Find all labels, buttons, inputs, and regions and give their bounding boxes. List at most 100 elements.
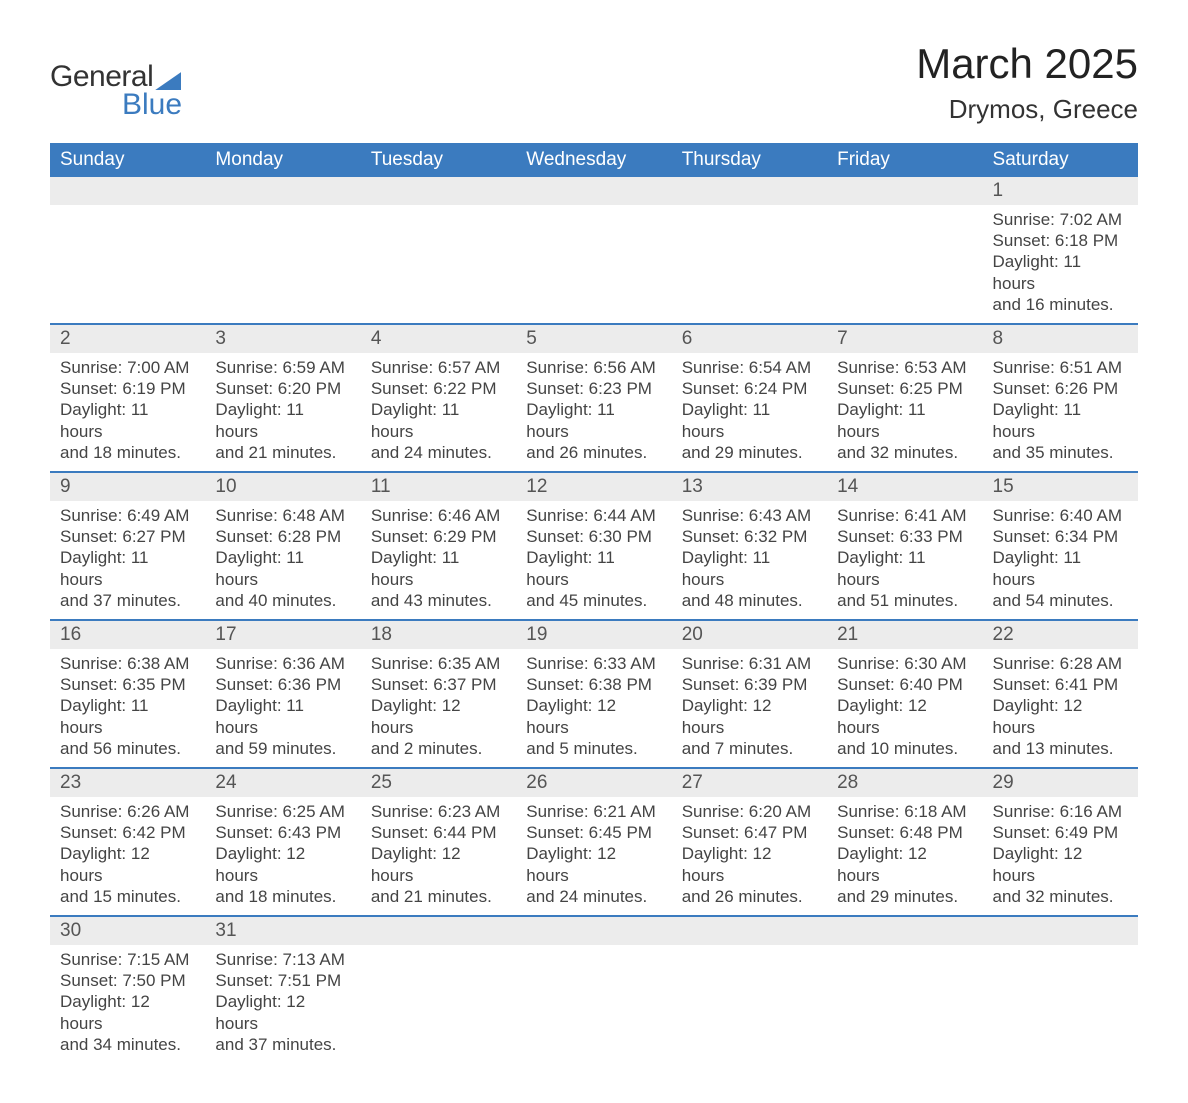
day-number-cell: 16	[50, 620, 205, 649]
day-number: 3	[215, 328, 226, 349]
day-info-cell: Sunrise: 6:31 AMSunset: 6:39 PMDaylight:…	[672, 649, 827, 768]
day-number-cell: 2	[50, 324, 205, 353]
sunset-text: Sunset: 6:28 PM	[215, 526, 350, 547]
day-number-row: 2345678	[50, 324, 1138, 353]
daylight-text: Daylight: 12 hours	[993, 843, 1128, 886]
sunrise-text: Sunrise: 6:28 AM	[993, 653, 1128, 674]
day-info-cell: Sunrise: 6:49 AMSunset: 6:27 PMDaylight:…	[50, 501, 205, 620]
daylight-text: and 54 minutes.	[993, 590, 1128, 611]
day-number-cell	[672, 916, 827, 945]
day-number: 24	[215, 772, 236, 793]
daylight-text: Daylight: 12 hours	[371, 695, 506, 738]
day-number-cell: 28	[827, 768, 982, 797]
day-number-cell	[672, 177, 827, 205]
daylight-text: Daylight: 12 hours	[837, 843, 972, 886]
sunset-text: Sunset: 6:29 PM	[371, 526, 506, 547]
day-info-cell: Sunrise: 6:36 AMSunset: 6:36 PMDaylight:…	[205, 649, 360, 768]
day-number-cell: 15	[983, 472, 1138, 501]
sunrise-text: Sunrise: 6:33 AM	[526, 653, 661, 674]
sunrise-text: Sunrise: 6:49 AM	[60, 505, 195, 526]
sunrise-text: Sunrise: 6:56 AM	[526, 357, 661, 378]
day-info-cell	[361, 205, 516, 324]
daylight-text: and 26 minutes.	[682, 886, 817, 907]
daylight-text: Daylight: 11 hours	[215, 399, 350, 442]
sunset-text: Sunset: 6:49 PM	[993, 822, 1128, 843]
day-number-cell: 19	[516, 620, 671, 649]
day-number-row: 30 31	[50, 916, 1138, 945]
day-number-cell: 23	[50, 768, 205, 797]
day-number-cell: 10	[205, 472, 360, 501]
sunset-text: Sunset: 6:25 PM	[837, 378, 972, 399]
day-number-cell: 5	[516, 324, 671, 353]
weekday-header: Monday	[205, 143, 360, 177]
day-number-cell: 24	[205, 768, 360, 797]
day-number-cell	[827, 177, 982, 205]
daylight-text: and 32 minutes.	[993, 886, 1128, 907]
sunset-text: Sunset: 7:51 PM	[215, 970, 350, 991]
day-info-cell	[672, 205, 827, 324]
sunset-text: Sunset: 6:42 PM	[60, 822, 195, 843]
weekday-header: Thursday	[672, 143, 827, 177]
daylight-text: Daylight: 12 hours	[526, 695, 661, 738]
day-info-row: Sunrise: 6:49 AMSunset: 6:27 PMDaylight:…	[50, 501, 1138, 620]
day-number-cell	[516, 916, 671, 945]
day-info-cell: Sunrise: 6:23 AMSunset: 6:44 PMDaylight:…	[361, 797, 516, 916]
title-block: March 2025 Drymos, Greece	[916, 40, 1138, 125]
sunrise-text: Sunrise: 6:30 AM	[837, 653, 972, 674]
day-info-cell	[827, 945, 982, 1063]
daylight-text: and 26 minutes.	[526, 442, 661, 463]
sunset-text: Sunset: 6:48 PM	[837, 822, 972, 843]
weekday-header: Sunday	[50, 143, 205, 177]
day-info-cell	[827, 205, 982, 324]
day-number-cell: 3	[205, 324, 360, 353]
day-number: 16	[60, 624, 81, 645]
sunset-text: Sunset: 6:23 PM	[526, 378, 661, 399]
sunrise-text: Sunrise: 6:38 AM	[60, 653, 195, 674]
day-info-cell: Sunrise: 6:41 AMSunset: 6:33 PMDaylight:…	[827, 501, 982, 620]
sunrise-text: Sunrise: 6:31 AM	[682, 653, 817, 674]
sunset-text: Sunset: 6:43 PM	[215, 822, 350, 843]
daylight-text: and 21 minutes.	[215, 442, 350, 463]
daylight-text: Daylight: 11 hours	[60, 399, 195, 442]
day-number: 30	[60, 920, 81, 941]
sunset-text: Sunset: 6:39 PM	[682, 674, 817, 695]
day-info-cell: Sunrise: 6:56 AMSunset: 6:23 PMDaylight:…	[516, 353, 671, 472]
day-number: 12	[526, 476, 547, 497]
day-info-row: Sunrise: 7:00 AMSunset: 6:19 PMDaylight:…	[50, 353, 1138, 472]
day-number-cell: 7	[827, 324, 982, 353]
day-info-row: Sunrise: 6:38 AMSunset: 6:35 PMDaylight:…	[50, 649, 1138, 768]
sunrise-text: Sunrise: 6:16 AM	[993, 801, 1128, 822]
sunrise-text: Sunrise: 6:40 AM	[993, 505, 1128, 526]
daylight-text: Daylight: 11 hours	[215, 695, 350, 738]
day-number: 21	[837, 624, 858, 645]
sunrise-text: Sunrise: 6:20 AM	[682, 801, 817, 822]
day-info-cell	[361, 945, 516, 1063]
day-number-cell: 9	[50, 472, 205, 501]
daylight-text: and 48 minutes.	[682, 590, 817, 611]
day-info-cell	[516, 945, 671, 1063]
day-info-cell: Sunrise: 7:02 AMSunset: 6:18 PMDaylight:…	[983, 205, 1138, 324]
daylight-text: Daylight: 12 hours	[526, 843, 661, 886]
day-info-cell: Sunrise: 6:46 AMSunset: 6:29 PMDaylight:…	[361, 501, 516, 620]
daylight-text: Daylight: 11 hours	[993, 251, 1128, 294]
sunrise-text: Sunrise: 6:41 AM	[837, 505, 972, 526]
sunset-text: Sunset: 6:45 PM	[526, 822, 661, 843]
day-number: 13	[682, 476, 703, 497]
day-info-cell	[516, 205, 671, 324]
day-info-cell: Sunrise: 6:21 AMSunset: 6:45 PMDaylight:…	[516, 797, 671, 916]
daylight-text: Daylight: 12 hours	[371, 843, 506, 886]
daylight-text: Daylight: 11 hours	[682, 399, 817, 442]
day-number-cell: 25	[361, 768, 516, 797]
day-info-cell: Sunrise: 6:57 AMSunset: 6:22 PMDaylight:…	[361, 353, 516, 472]
day-number-cell: 31	[205, 916, 360, 945]
day-number-cell: 27	[672, 768, 827, 797]
daylight-text: and 37 minutes.	[215, 1034, 350, 1055]
daylight-text: Daylight: 12 hours	[215, 843, 350, 886]
day-info-cell: Sunrise: 6:59 AMSunset: 6:20 PMDaylight:…	[205, 353, 360, 472]
day-info-cell: Sunrise: 7:13 AMSunset: 7:51 PMDaylight:…	[205, 945, 360, 1063]
daylight-text: and 7 minutes.	[682, 738, 817, 759]
day-number: 15	[993, 476, 1014, 497]
daylight-text: Daylight: 11 hours	[993, 399, 1128, 442]
header: General Blue March 2025 Drymos, Greece	[50, 40, 1138, 125]
day-number-cell: 20	[672, 620, 827, 649]
